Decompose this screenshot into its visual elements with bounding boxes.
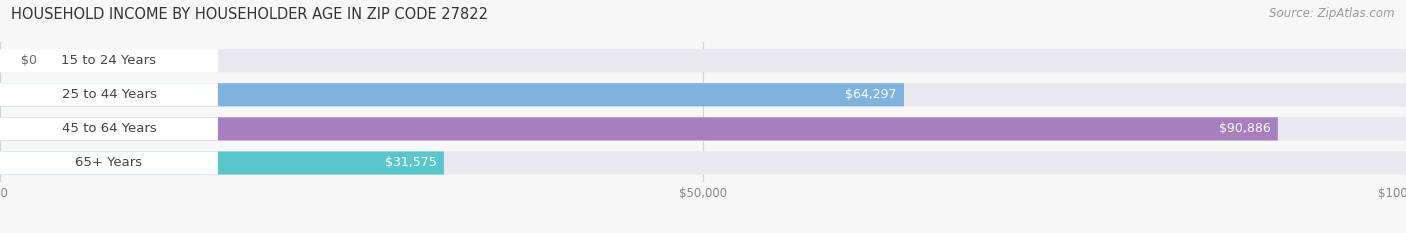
Text: $64,297: $64,297 xyxy=(845,88,897,101)
Text: HOUSEHOLD INCOME BY HOUSEHOLDER AGE IN ZIP CODE 27822: HOUSEHOLD INCOME BY HOUSEHOLDER AGE IN Z… xyxy=(11,7,488,22)
FancyBboxPatch shape xyxy=(0,117,1278,140)
Text: 15 to 24 Years: 15 to 24 Years xyxy=(62,54,156,67)
Text: 25 to 44 Years: 25 to 44 Years xyxy=(62,88,156,101)
Text: $31,575: $31,575 xyxy=(385,157,437,169)
FancyBboxPatch shape xyxy=(0,117,218,140)
FancyBboxPatch shape xyxy=(0,151,444,175)
FancyBboxPatch shape xyxy=(0,151,218,175)
Text: 45 to 64 Years: 45 to 64 Years xyxy=(62,122,156,135)
Text: $0: $0 xyxy=(21,54,37,67)
Text: $90,886: $90,886 xyxy=(1219,122,1271,135)
FancyBboxPatch shape xyxy=(0,83,1406,106)
FancyBboxPatch shape xyxy=(0,151,1406,175)
FancyBboxPatch shape xyxy=(0,83,218,106)
FancyBboxPatch shape xyxy=(0,117,1406,140)
FancyBboxPatch shape xyxy=(0,49,218,72)
Text: Source: ZipAtlas.com: Source: ZipAtlas.com xyxy=(1270,7,1395,20)
FancyBboxPatch shape xyxy=(0,49,1406,72)
Text: 65+ Years: 65+ Years xyxy=(76,157,142,169)
FancyBboxPatch shape xyxy=(0,83,904,106)
